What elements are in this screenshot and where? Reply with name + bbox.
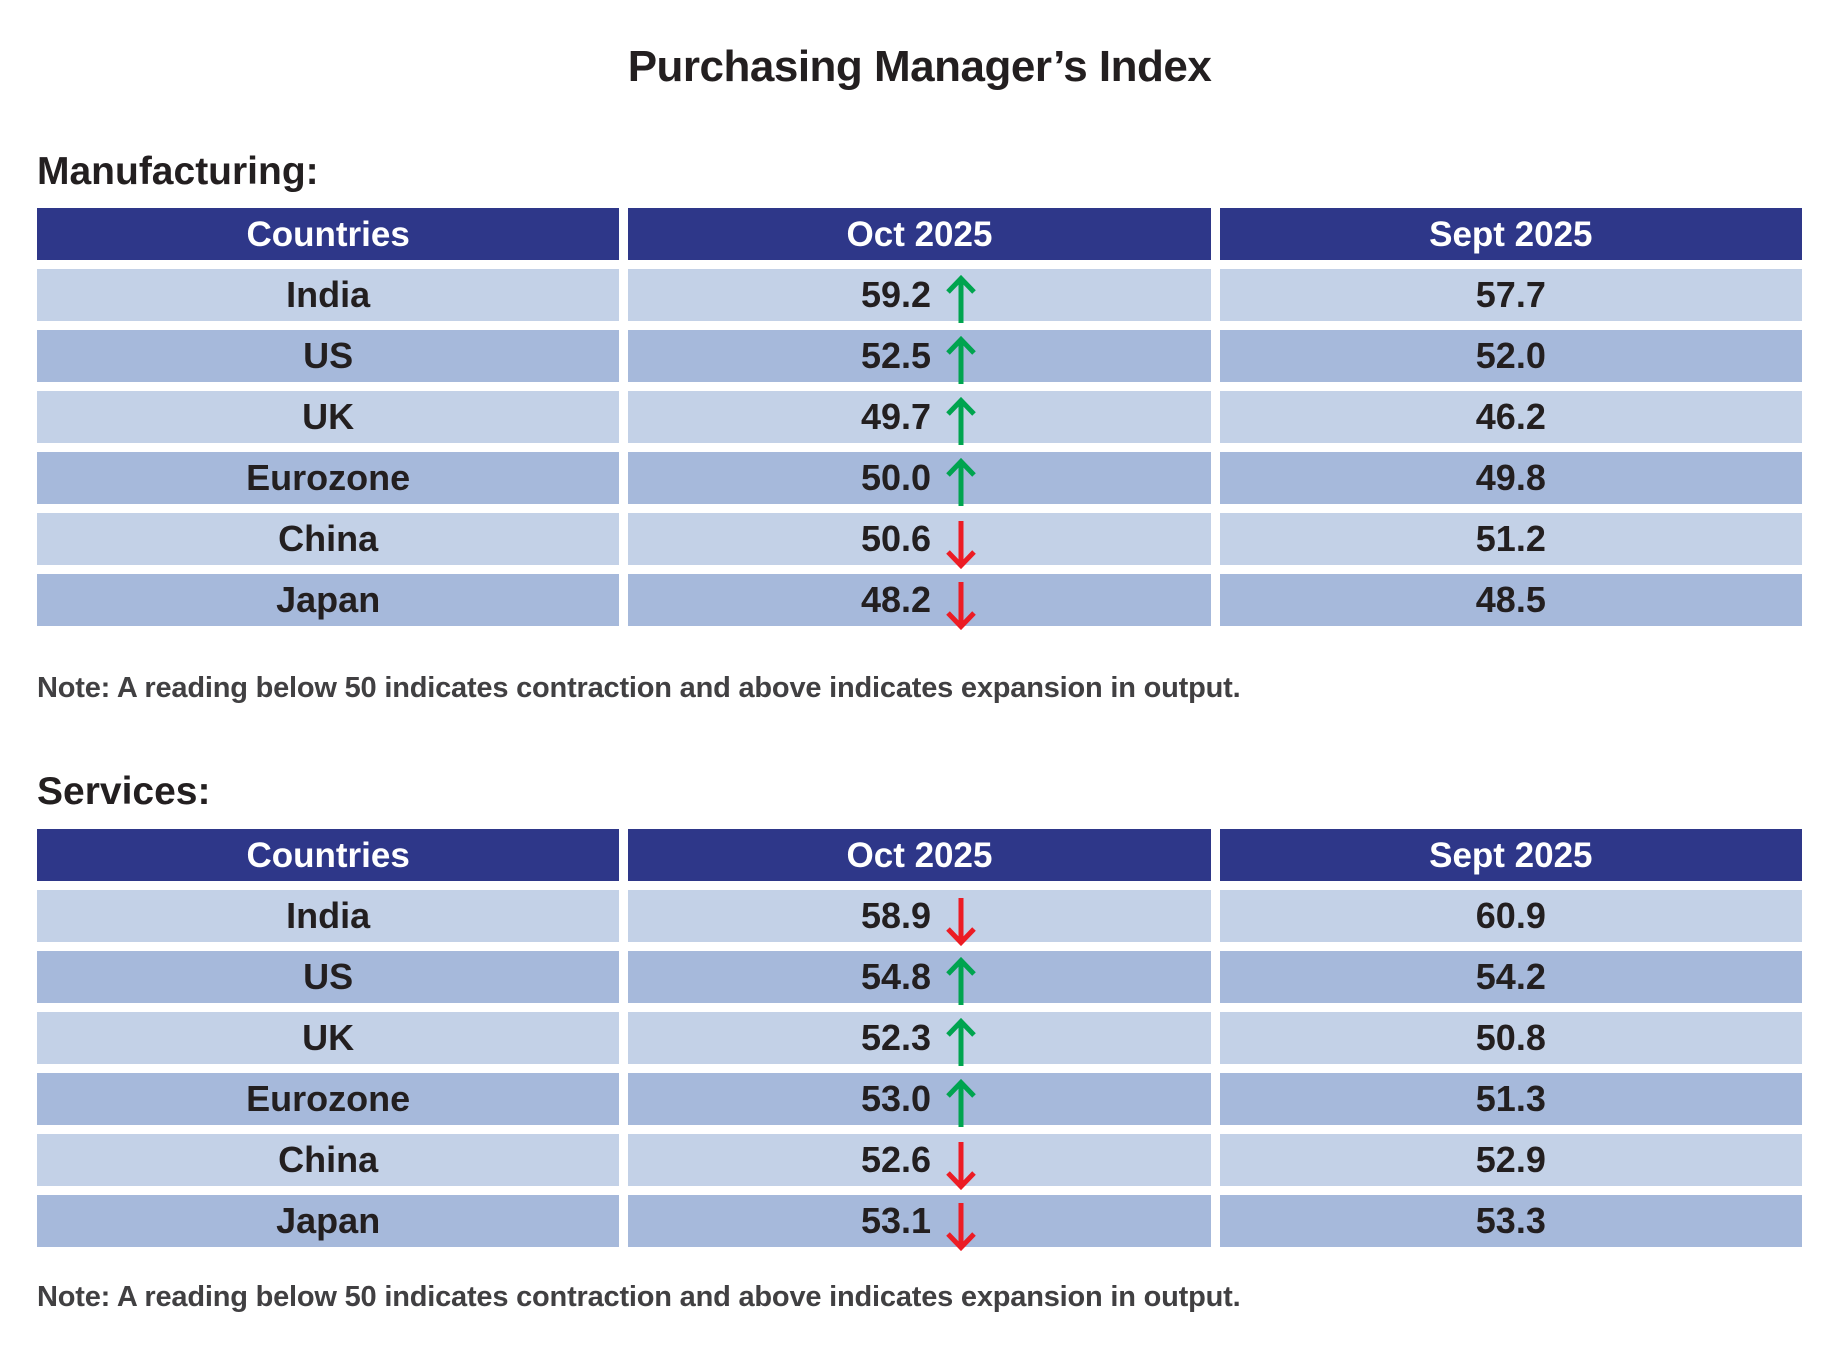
cell-sept: 52.0 (1219, 330, 1802, 383)
cell-country: US (37, 330, 620, 383)
column-header-oct: Oct 2025 (628, 829, 1211, 882)
down-arrow-icon (944, 580, 978, 631)
cell-sept: 53.3 (1219, 1195, 1802, 1248)
cell-country: Japan (37, 574, 620, 627)
down-arrow-icon (944, 896, 978, 947)
services-note: Note: A reading below 50 indicates contr… (37, 1281, 1241, 1314)
cell-oct: 52.6 (628, 1134, 1211, 1191)
cell-oct: 49.7 (628, 391, 1211, 446)
page-title: Purchasing Manager’s Index (627, 42, 1212, 91)
cell-oct: 58.9 (628, 890, 1211, 947)
oct-value: 52.3 (860, 1017, 932, 1059)
column-header-countries: Countries (37, 208, 620, 261)
cell-sept: 60.9 (1219, 890, 1802, 943)
up-arrow-icon (944, 275, 978, 325)
cell-sept: 51.3 (1219, 1073, 1802, 1126)
cell-sept: 52.9 (1219, 1134, 1802, 1187)
oct-value: 53.1 (860, 1200, 932, 1242)
cell-country: India (37, 269, 620, 322)
manufacturing-note: Note: A reading below 50 indicates contr… (37, 672, 1241, 705)
down-arrow-icon (944, 1140, 978, 1191)
section-label-services: Services: (37, 770, 211, 814)
cell-oct: 59.2 (628, 269, 1211, 324)
cell-sept: 57.7 (1219, 269, 1802, 322)
cell-sept: 46.2 (1219, 391, 1802, 444)
column-header-oct: Oct 2025 (628, 208, 1211, 261)
cell-country: US (37, 951, 620, 1004)
up-arrow-icon (944, 1079, 978, 1129)
cell-oct: 52.5 (628, 330, 1211, 385)
cell-oct: 50.6 (628, 513, 1211, 570)
oct-value: 49.7 (860, 396, 932, 438)
cell-oct: 53.0 (628, 1073, 1211, 1128)
cell-sept: 51.2 (1219, 513, 1802, 566)
oct-value: 53.0 (860, 1078, 932, 1120)
up-arrow-icon (944, 1018, 978, 1068)
cell-sept: 49.8 (1219, 452, 1802, 505)
oct-value: 52.5 (860, 335, 932, 377)
down-arrow-icon (944, 519, 978, 570)
up-arrow-icon (944, 336, 978, 386)
section-label-manufacturing: Manufacturing: (37, 149, 319, 193)
cell-oct: 54.8 (628, 951, 1211, 1006)
oct-value: 50.0 (860, 457, 932, 499)
cell-oct: 50.0 (628, 452, 1211, 507)
column-header-countries: Countries (37, 829, 620, 882)
oct-value: 58.9 (860, 895, 932, 937)
oct-value: 52.6 (860, 1139, 932, 1181)
cell-country: UK (37, 1012, 620, 1065)
cell-country: Eurozone (37, 452, 620, 505)
cell-country: Japan (37, 1195, 620, 1248)
cell-sept: 54.2 (1219, 951, 1802, 1004)
cell-oct: 53.1 (628, 1195, 1211, 1252)
cell-country: China (37, 1134, 620, 1187)
column-header-sept: Sept 2025 (1219, 208, 1802, 261)
oct-value: 54.8 (860, 956, 932, 998)
cell-oct: 52.3 (628, 1012, 1211, 1067)
cell-sept: 48.5 (1219, 574, 1802, 627)
cell-country: China (37, 513, 620, 566)
oct-value: 50.6 (860, 518, 932, 560)
up-arrow-icon (944, 458, 978, 508)
cell-country: India (37, 890, 620, 943)
services-table: Countries Oct 2025 Sept 2025 India 58.9 … (37, 829, 1802, 1252)
oct-value: 48.2 (860, 579, 932, 621)
pmi-infographic: Purchasing Manager’s Index Manufacturing… (37, 42, 1802, 1314)
up-arrow-icon (944, 957, 978, 1007)
down-arrow-icon (944, 1201, 978, 1252)
cell-country: UK (37, 391, 620, 444)
cell-country: Eurozone (37, 1073, 620, 1126)
cell-oct: 48.2 (628, 574, 1211, 631)
up-arrow-icon (944, 397, 978, 447)
cell-sept: 50.8 (1219, 1012, 1802, 1065)
oct-value: 59.2 (860, 274, 932, 316)
manufacturing-table: Countries Oct 2025 Sept 2025 India 59.2 … (37, 208, 1802, 631)
column-header-sept: Sept 2025 (1219, 829, 1802, 882)
